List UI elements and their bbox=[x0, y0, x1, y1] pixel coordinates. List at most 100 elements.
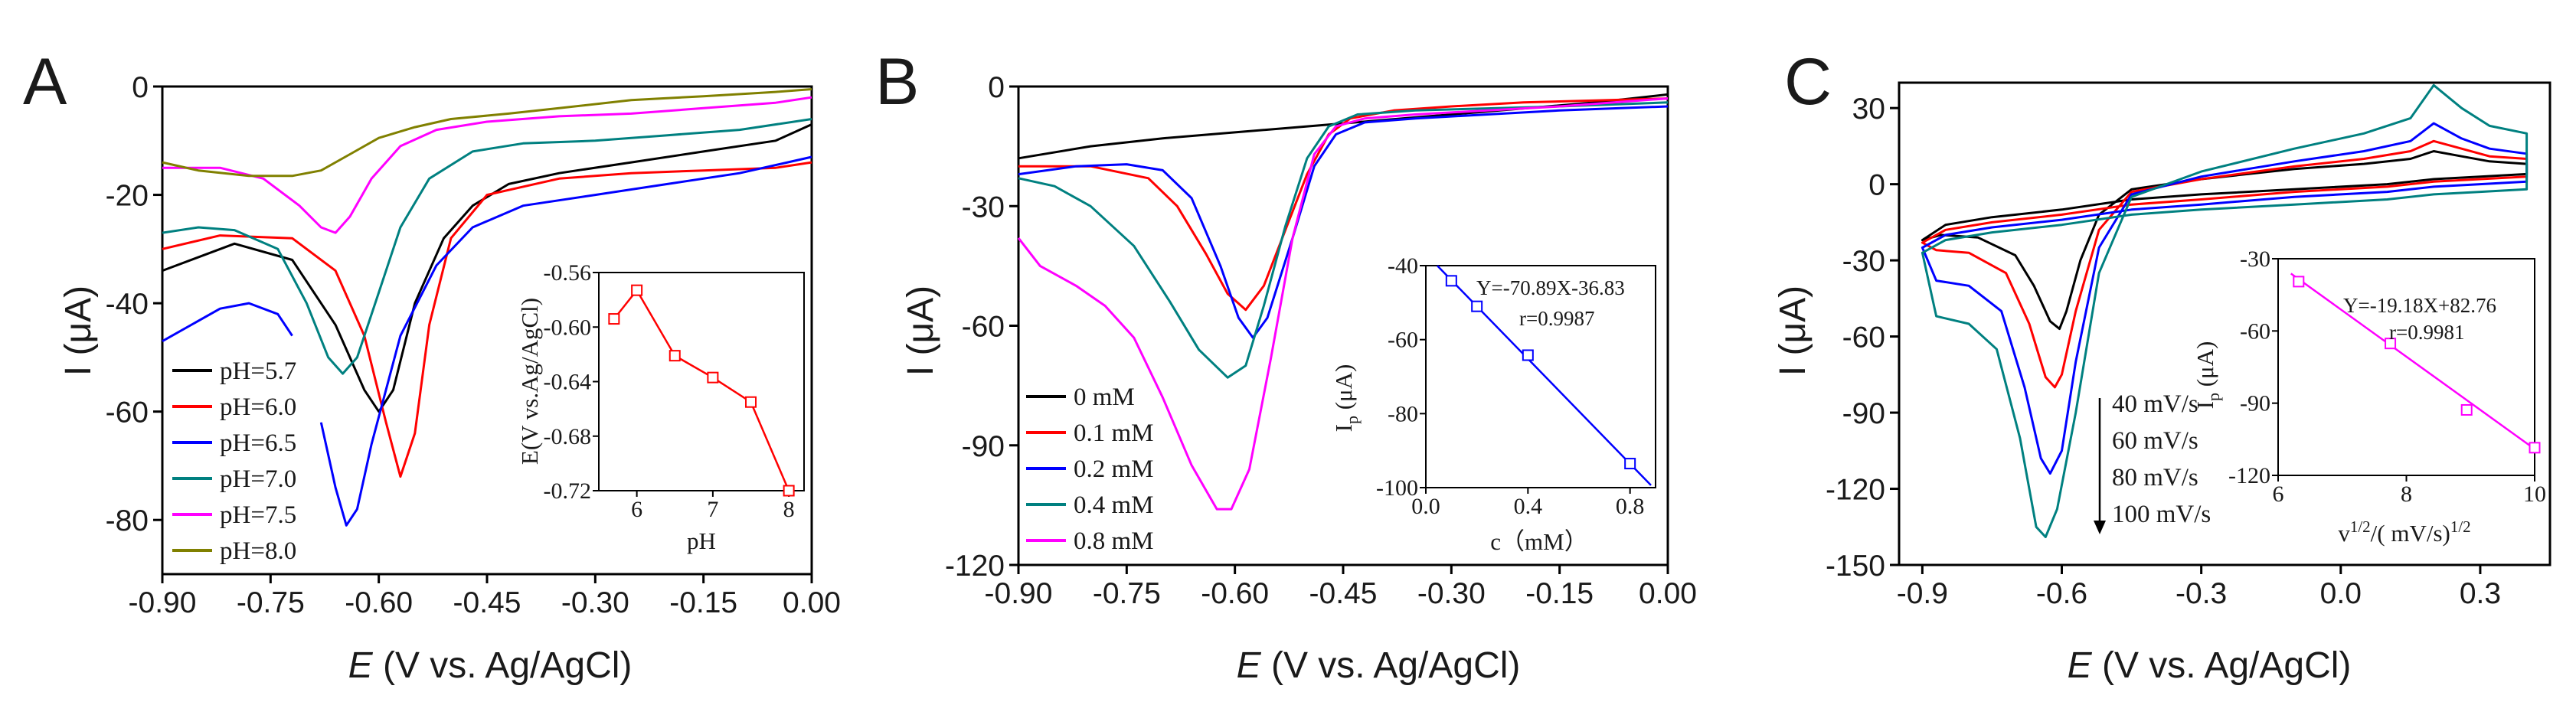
y-tick-label: -30 bbox=[2240, 246, 2270, 272]
x-tick-label: 10 bbox=[2523, 482, 2546, 507]
y-tick-label: 0 bbox=[132, 71, 149, 104]
x-tick-label: -0.30 bbox=[561, 586, 629, 619]
panel-a-inset: 6 7 8 -0.56 -0.60 -0.64 -0.68 -0.72 E(V vs.Ag/A… bbox=[516, 260, 808, 554]
panel-c-x-ticks: -0.9 -0.6 -0.3 0.0 0.3 bbox=[1897, 565, 2501, 610]
panel-a-inset-ticks: 6 7 8 -0.56 -0.60 -0.64 -0.68 -0.72 bbox=[544, 260, 795, 522]
panel-c-inset-bg bbox=[2273, 253, 2542, 482]
panel-c-inset-ylabel-unit: (μA) bbox=[2192, 341, 2218, 393]
panel-c-legend: 40 mV/s 60 mV/s 80 mV/s 100 mV/s bbox=[2094, 390, 2211, 534]
panel-b-inset-ticks: 0.0 0.4 0.8 -40 -60 -80 -100 bbox=[1376, 253, 1644, 519]
x-tick-label: 0.8 bbox=[1616, 494, 1645, 519]
x-tick-label: -0.15 bbox=[669, 586, 737, 619]
x-tick-label: -0.60 bbox=[345, 586, 413, 619]
panel-b-inset-equation: Y=-70.89X-36.83 bbox=[1476, 276, 1625, 299]
panel-a-inset-ylabel: E(V vs.Ag/AgCl) bbox=[516, 298, 543, 465]
panel-b-inset-bg bbox=[1420, 260, 1664, 490]
y-tick-label: -80 bbox=[106, 504, 149, 537]
data-point bbox=[745, 396, 757, 408]
y-tick-label: -30 bbox=[1842, 245, 1885, 278]
x-tick-label: 0.3 bbox=[2460, 577, 2501, 610]
data-point bbox=[669, 350, 681, 362]
panel-c-inset-r: r=0.9981 bbox=[2389, 321, 2464, 344]
panel-b: B I (μA) E (V vs. Ag/AgCl) -0.90 -0.75 -0.… bbox=[875, 45, 1697, 686]
panel-b-inset-r: r=0.9987 bbox=[1519, 307, 1594, 330]
series-line bbox=[1921, 139, 2529, 389]
panel-c-xlabel: E (V vs. Ag/AgCl) bbox=[2068, 645, 2352, 686]
panel-b-inset-ylabel: Ip (μA) bbox=[1330, 364, 1362, 433]
panel-b-series bbox=[1017, 93, 1669, 511]
y-tick-label: 0 bbox=[988, 71, 1005, 104]
series-line bbox=[1018, 105, 1669, 339]
x-tick-label: 6 bbox=[2273, 482, 2284, 507]
series-line bbox=[1018, 101, 1669, 379]
panel-a: A I (μA) E (V vs. Ag/AgCl) -0.90 -0.75 -0.… bbox=[23, 45, 841, 686]
y-tick-label: -60 bbox=[2240, 318, 2270, 344]
panel-c-series bbox=[1921, 83, 2529, 538]
y-tick-label: -120 bbox=[945, 550, 1005, 583]
panel-c-inset-ylabel-sub: p bbox=[2204, 393, 2223, 401]
panel-b-legend: 0 mM 0.1 mM 0.2 mM 0.4 mM 0.8 mM bbox=[1026, 384, 1154, 555]
legend-label: pH=5.7 bbox=[220, 357, 296, 385]
y-tick-label: 0 bbox=[1868, 169, 1885, 202]
series-line bbox=[1017, 97, 1669, 511]
panel-b-inset-ylabel-unit: (μA) bbox=[1330, 364, 1357, 416]
x-tick-label: -0.60 bbox=[1201, 577, 1269, 610]
panel-a-y-ticks: 0 -20 -40 -60 -80 bbox=[106, 71, 162, 537]
panel-c-inset-xlabel-v: v bbox=[2338, 520, 2350, 547]
legend-label: 0.4 mM bbox=[1074, 491, 1154, 519]
series-line bbox=[319, 155, 812, 527]
panel-c-inset-xlabel-sup2: 1/2 bbox=[2450, 517, 2471, 536]
y-tick-label: -90 bbox=[962, 430, 1005, 463]
panel-b-inset-data bbox=[1437, 265, 1652, 486]
x-tick-label: 0.00 bbox=[783, 586, 841, 619]
data-point bbox=[2529, 442, 2541, 454]
y-tick-label: -40 bbox=[106, 288, 149, 321]
panel-a-letter: A bbox=[23, 45, 67, 119]
data-point bbox=[608, 313, 620, 325]
legend-label: 0.1 mM bbox=[1074, 419, 1154, 447]
panel-c-inset-data bbox=[2290, 273, 2541, 454]
panel-b-x-ticks: -0.90 -0.75 -0.60 -0.45 -0.30 -0.15 0.00 bbox=[985, 565, 1697, 610]
x-tick-label: 0.4 bbox=[1514, 494, 1543, 519]
x-tick-label: -0.90 bbox=[985, 577, 1053, 610]
series-line bbox=[162, 161, 812, 478]
panel-b-xlabel-var: E bbox=[1237, 645, 1262, 686]
panel-c-inset: 6 8 10 -30 -60 -90 -120 Y=-19.18X+82.76 r=0.99… bbox=[2192, 246, 2546, 547]
data-point bbox=[707, 371, 719, 384]
x-tick-label: 0.00 bbox=[1639, 577, 1697, 610]
panel-c-inset-xlabel-sup1: 1/2 bbox=[2350, 517, 2371, 536]
x-tick-label: 8 bbox=[2401, 482, 2412, 507]
panel-c-xlabel-unit: (V vs. Ag/AgCl) bbox=[2092, 645, 2352, 686]
y-tick-label: -60 bbox=[962, 311, 1005, 344]
y-tick-label: -80 bbox=[1388, 401, 1418, 426]
scan-rate-label-60: 60 mV/s bbox=[2112, 427, 2198, 455]
panel-c-ylabel: I (μA) bbox=[1773, 286, 1813, 376]
x-tick-label: -0.3 bbox=[2176, 577, 2227, 610]
panel-b-inset: 0.0 0.4 0.8 -40 -60 -80 -100 Y=-70.89X-36.83 r… bbox=[1330, 253, 1664, 555]
x-tick-label: -0.6 bbox=[2036, 577, 2087, 610]
x-tick-label: -0.45 bbox=[1309, 577, 1378, 610]
panel-b-inset-ylabel-sub: p bbox=[1342, 416, 1362, 424]
data-point bbox=[2293, 276, 2305, 288]
panel-a-legend: pH=5.7 pH=6.0 pH=6.5 pH=7.0 pH=7.5 pH=8.0 bbox=[172, 357, 296, 565]
y-tick-label: -100 bbox=[1376, 475, 1418, 501]
panel-a-inset-bg bbox=[593, 268, 808, 490]
y-tick-label: -30 bbox=[962, 191, 1005, 224]
y-tick-label: -120 bbox=[1826, 474, 1885, 507]
legend-label: 0.8 mM bbox=[1074, 527, 1154, 555]
panel-c-inset-xlabel-mid: /( mV/s) bbox=[2371, 520, 2450, 547]
panel-c-frame bbox=[1898, 81, 2551, 566]
series-line bbox=[1921, 150, 2529, 331]
y-tick-label: -0.68 bbox=[544, 424, 592, 449]
panel-a-xlabel-unit: (V vs. Ag/AgCl) bbox=[373, 645, 633, 686]
x-tick-label: -0.30 bbox=[1417, 577, 1486, 610]
y-tick-label: 30 bbox=[1852, 93, 1885, 126]
scan-rate-label-80: 80 mV/s bbox=[2112, 464, 2198, 491]
x-tick-label: -0.45 bbox=[453, 586, 521, 619]
panel-a-xlabel-var: E bbox=[348, 645, 374, 686]
y-tick-label: -60 bbox=[1842, 322, 1885, 354]
series-line bbox=[162, 118, 812, 375]
panel-c-xlabel-var: E bbox=[2068, 645, 2093, 686]
panel-a-xlabel: E (V vs. Ag/AgCl) bbox=[348, 645, 633, 686]
